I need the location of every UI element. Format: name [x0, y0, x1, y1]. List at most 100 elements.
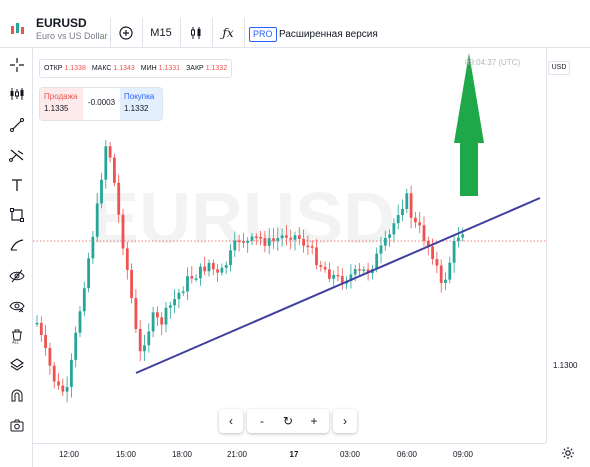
candle-body: [48, 348, 52, 366]
candle-body: [285, 235, 288, 238]
candle-body: [74, 332, 78, 360]
timeframe-button[interactable]: M15: [150, 27, 172, 39]
spread-value: -0.0003: [87, 98, 116, 107]
candle-body: [220, 267, 224, 273]
candle-body: [439, 265, 443, 283]
reset-button[interactable]: ↻: [275, 409, 301, 433]
candle-body: [414, 217, 417, 223]
candle-body: [57, 381, 60, 386]
time-tick: 21:00: [226, 450, 248, 459]
candle-body: [164, 307, 168, 325]
candle-body: [194, 278, 198, 280]
delete-all-tool[interactable]: ALL: [6, 325, 28, 347]
candle-body: [276, 238, 280, 241]
price-axis[interactable]: [546, 48, 590, 443]
candle-body: [457, 237, 460, 241]
server-time: 09:04:37 (UTC): [465, 58, 521, 67]
candle-body: [207, 262, 211, 272]
candle-body: [100, 179, 103, 204]
candle-body: [362, 269, 366, 272]
candle-body: [70, 359, 73, 387]
scroll-forward-button[interactable]: ›: [333, 409, 357, 433]
add-symbol-button[interactable]: [116, 22, 136, 44]
open-value: 1.1338: [64, 65, 86, 72]
text-icon: [12, 179, 22, 191]
symbol-name[interactable]: EURUSD: [36, 16, 87, 30]
candle-body: [297, 235, 301, 239]
fx-icon: ƒx: [222, 26, 234, 40]
candle-body: [160, 317, 164, 325]
candle-body: [388, 234, 391, 238]
screenshot-tool[interactable]: [6, 414, 28, 436]
hide-tool[interactable]: [6, 295, 28, 317]
crosshair-icon: [10, 58, 24, 72]
time-tick: 17: [289, 450, 299, 459]
candle-body: [246, 240, 250, 243]
candle-body: [134, 298, 138, 330]
candle-body: [125, 248, 129, 270]
candles-icon: [191, 27, 201, 39]
fib-tool[interactable]: [6, 144, 28, 166]
candle-body: [156, 312, 159, 318]
candle-body: [65, 386, 69, 392]
trendline-icon: [10, 118, 24, 132]
top-toolbar: EURUSD Euro vs US Dollar M15 ƒx PRO Расш…: [0, 0, 590, 48]
candle-body: [186, 276, 189, 292]
candle-body: [78, 311, 82, 333]
candle-body: [392, 223, 396, 235]
magnet-icon: [11, 389, 23, 402]
close-value: 1.1332: [205, 65, 228, 72]
indicators-button[interactable]: ƒx: [218, 22, 238, 44]
candle-body: [280, 235, 284, 239]
candle-body: [358, 269, 361, 271]
candle-body: [401, 208, 404, 216]
brush-tool[interactable]: [6, 234, 28, 256]
scroll-back-button[interactable]: ‹: [219, 409, 243, 433]
pro-badge[interactable]: PRO: [249, 27, 277, 42]
candle-body: [95, 203, 99, 237]
symbol-description: Euro vs US Dollar: [36, 31, 108, 41]
left-toolbar: ALL: [0, 48, 33, 467]
candle-body: [332, 274, 336, 279]
candles-tool[interactable]: [6, 83, 28, 105]
sell-price: 1.1335: [44, 104, 69, 113]
magnet-tool[interactable]: [6, 384, 28, 406]
time-axis[interactable]: [33, 443, 546, 467]
gear-icon[interactable]: [561, 446, 575, 460]
eye-icon: [9, 269, 25, 283]
candle-body: [418, 222, 422, 226]
text-tool[interactable]: [6, 174, 28, 196]
ohlc-legend: ОТКР 1.1338 МАКС 1.1343 МИН 1.1331 ЗАКР …: [39, 59, 233, 78]
trendline-tool[interactable]: [6, 114, 28, 136]
rectangle-tool[interactable]: [6, 204, 28, 226]
candle-body: [250, 236, 254, 241]
candle-body: [448, 262, 452, 280]
candle-body: [177, 292, 181, 300]
buy-button[interactable]: Покупка 1.1332: [120, 88, 162, 120]
layers-tool[interactable]: [6, 354, 28, 376]
candle-body: [422, 225, 426, 241]
candle-body: [91, 236, 95, 259]
buy-label: Покупка: [124, 92, 155, 101]
candle-body: [426, 240, 430, 247]
buy-price: 1.1332: [124, 104, 149, 113]
crosshair-tool[interactable]: [6, 54, 28, 76]
candle-body: [138, 329, 142, 352]
candle-body: [237, 240, 241, 243]
chart-type-button[interactable]: [186, 22, 206, 44]
price-chart[interactable]: EURUSD: [33, 48, 546, 443]
candle-body: [375, 253, 379, 270]
divider: [110, 18, 111, 48]
candle-body: [289, 237, 293, 240]
candle-body: [190, 276, 194, 279]
candle-body: [52, 365, 56, 382]
candle-body: [39, 322, 43, 335]
time-tick: 09:00: [452, 450, 474, 459]
eye-tool[interactable]: [6, 265, 28, 287]
currency-button[interactable]: USD: [548, 61, 570, 75]
zoom-in-button[interactable]: +: [301, 409, 327, 433]
extended-version-link[interactable]: Расширенная версия: [279, 29, 378, 40]
sell-button[interactable]: Продажа 1.1335: [40, 88, 83, 120]
trendline[interactable]: [135, 197, 541, 374]
zoom-out-button[interactable]: -: [249, 409, 275, 433]
